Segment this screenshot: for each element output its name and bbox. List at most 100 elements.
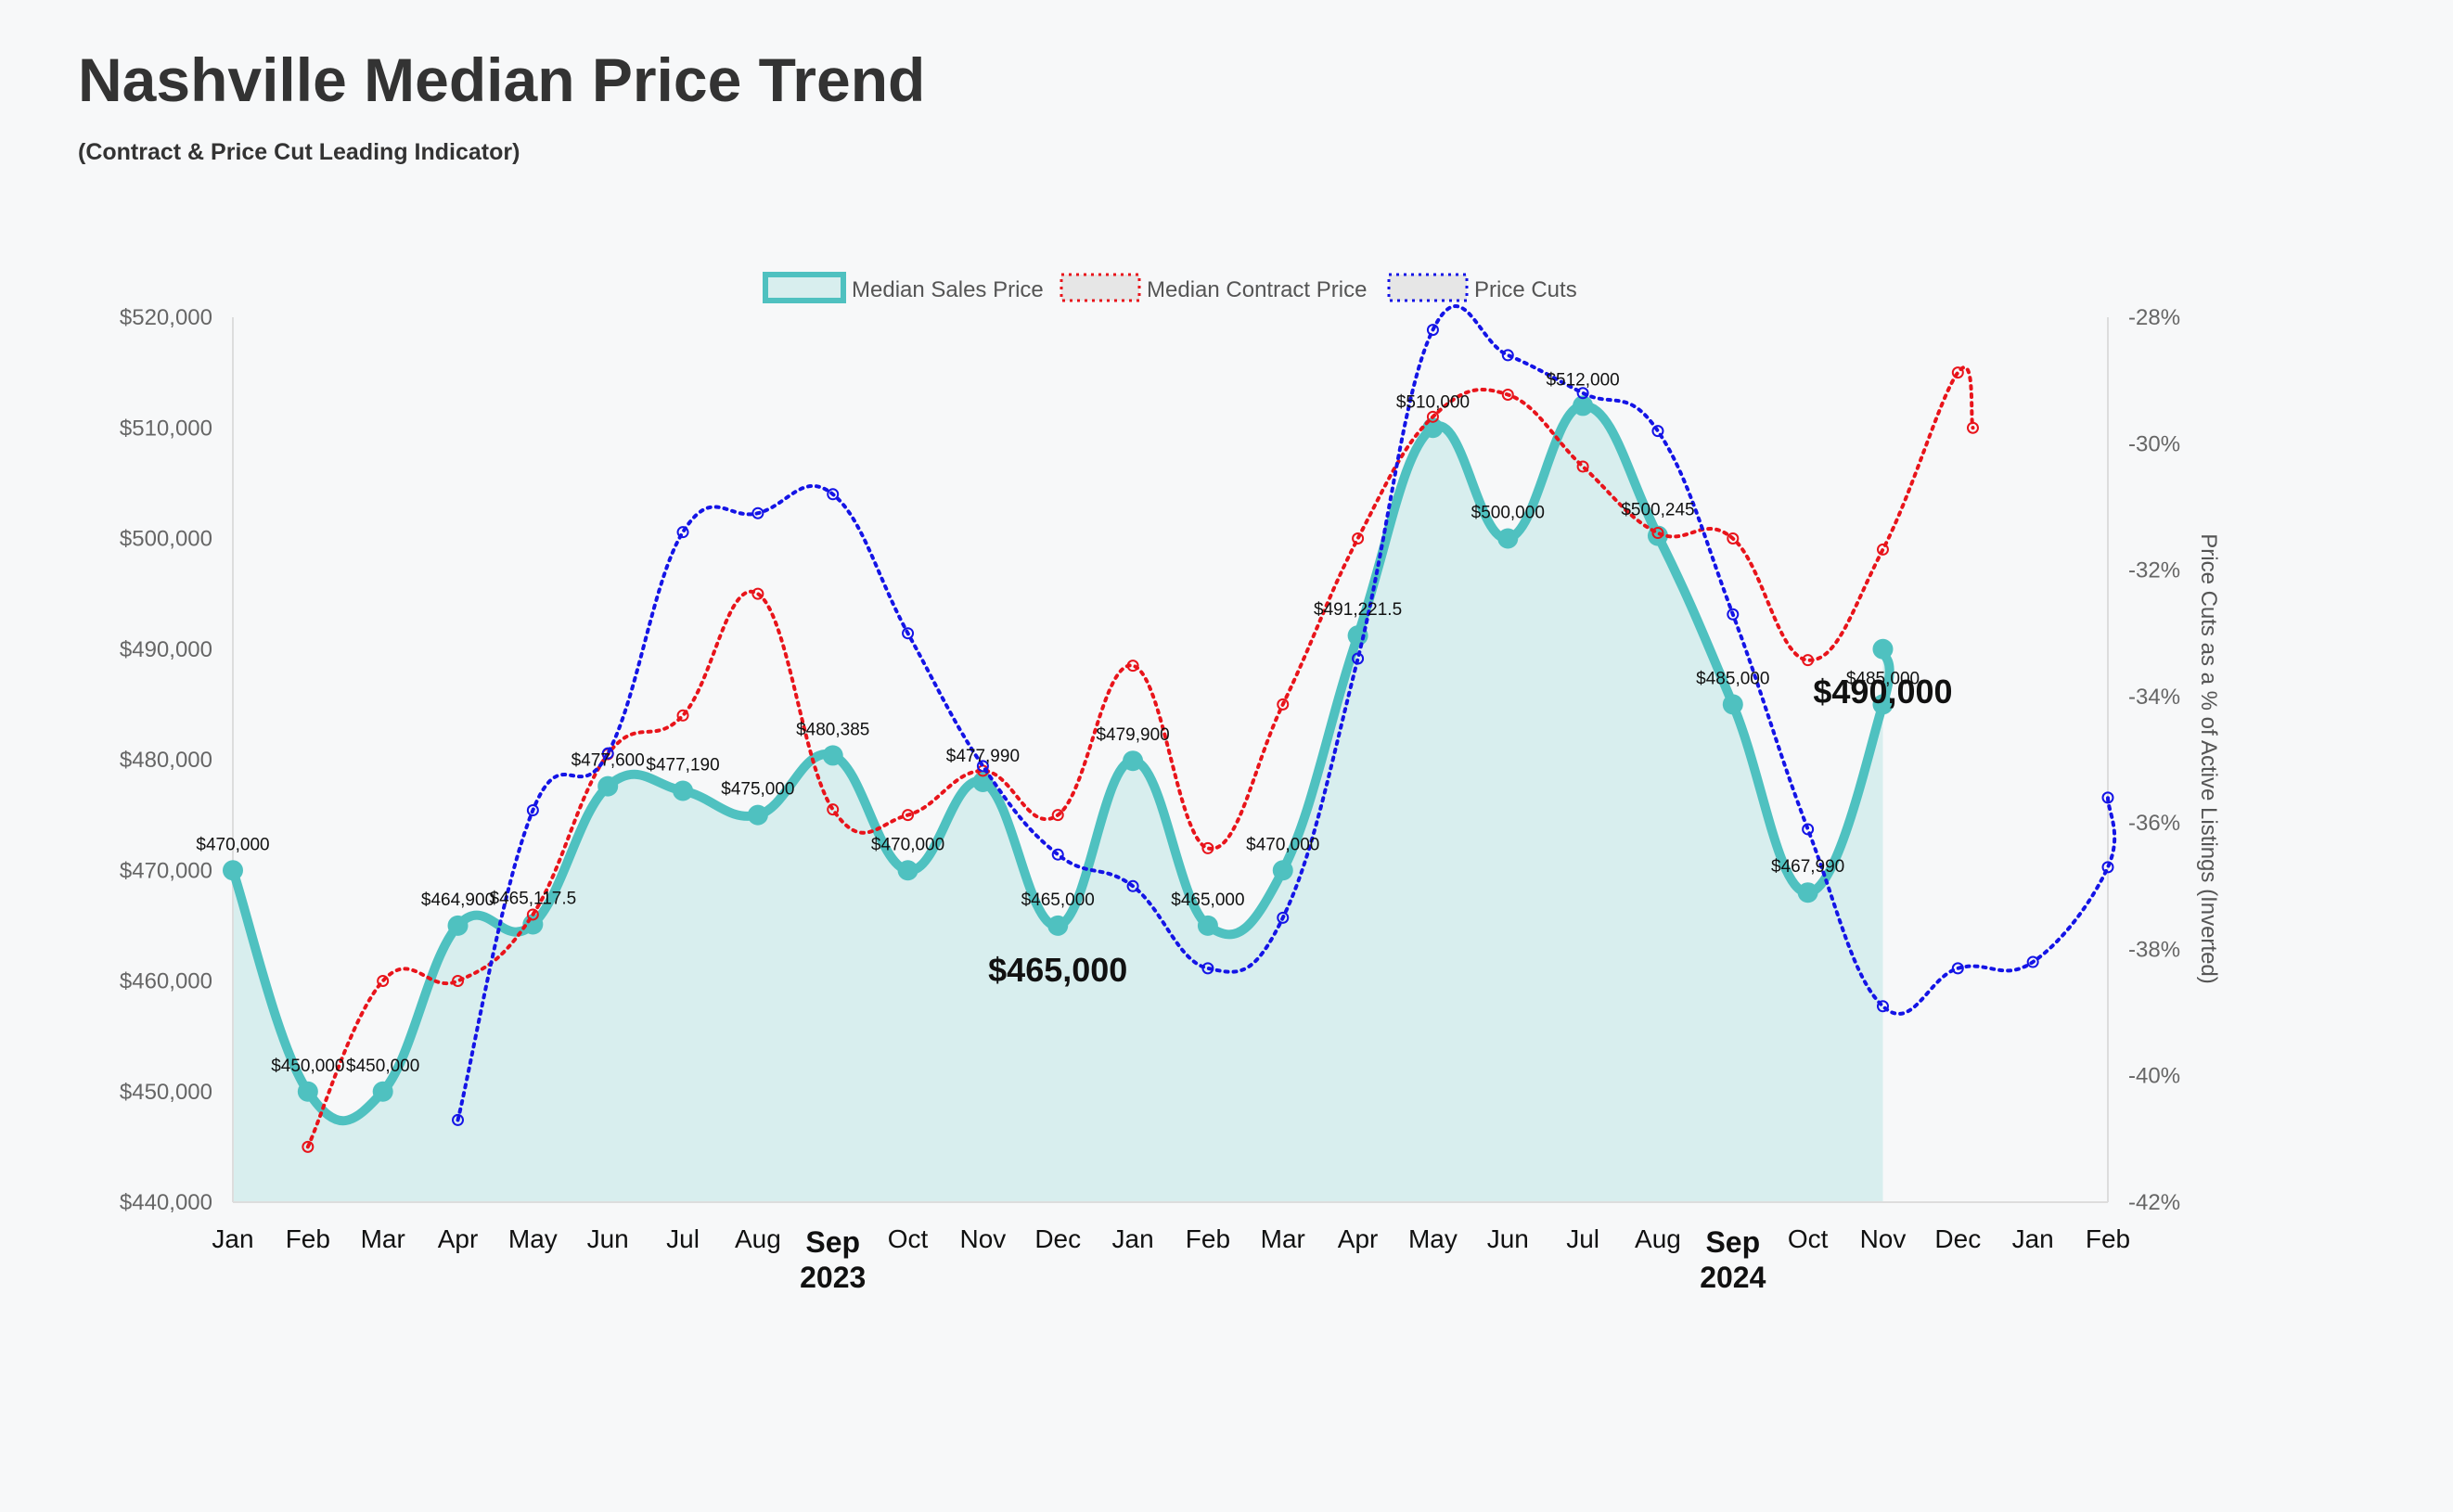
cuts-point <box>1951 962 1964 975</box>
left-axis-tick: $500,000 <box>120 527 212 552</box>
x-axis-tick: Jul <box>1566 1224 1599 1253</box>
sales-data-label: $465,117.5 <box>490 889 577 908</box>
sales-point <box>1573 395 1594 416</box>
contract-point <box>1966 421 1979 434</box>
left-axis-tick: $480,000 <box>120 748 212 773</box>
contract-point <box>1051 809 1064 822</box>
sales-point <box>297 1081 318 1102</box>
contract-point <box>1876 543 1889 556</box>
contract-point <box>1727 532 1740 545</box>
cuts-point <box>1727 608 1740 621</box>
sales-data-label: $500,245 <box>1621 501 1694 520</box>
sales-data-label: $450,000 <box>346 1057 419 1076</box>
legend-swatch-cuts[interactable] <box>1387 273 1469 302</box>
x-axis-tick: Feb <box>286 1224 330 1253</box>
sales-point <box>1872 638 1894 660</box>
contract-point <box>452 975 465 987</box>
contract-point <box>1352 532 1365 545</box>
right-axis-tick: -38% <box>2128 937 2180 962</box>
contract-point <box>676 709 689 722</box>
left-axis-tick: $490,000 <box>120 637 212 662</box>
sales-point <box>1123 750 1144 772</box>
cuts-point <box>1501 349 1514 362</box>
sales-point <box>972 771 994 792</box>
cuts-point <box>902 627 915 640</box>
x-axis-tick: May <box>508 1224 558 1253</box>
cuts-point <box>2026 955 2039 968</box>
sales-point <box>1797 882 1818 903</box>
sales-point <box>223 860 243 881</box>
cuts-point <box>676 526 689 539</box>
right-axis-tick: -36% <box>2128 811 2180 836</box>
sales-data-label: $477,190 <box>646 756 719 775</box>
cuts-point <box>1802 823 1815 836</box>
sales-data-label: $470,000 <box>871 835 944 854</box>
sales-data-label: $477,990 <box>946 747 1020 766</box>
callout-label: $490,000 <box>1813 673 1952 711</box>
sales-point <box>1272 860 1293 881</box>
sales-data-label: $470,000 <box>196 835 269 854</box>
contract-point <box>1951 366 1964 379</box>
contract-point <box>1126 660 1139 673</box>
x-axis-tick: Oct <box>888 1224 929 1253</box>
cuts-point <box>1352 652 1365 665</box>
legend-label-sales[interactable]: Median Sales Price <box>852 277 1044 302</box>
contract-point <box>1651 527 1664 540</box>
callout-label: $465,000 <box>988 951 1127 989</box>
contract-point <box>1576 460 1589 473</box>
x-axis-tick: Feb <box>1186 1224 1230 1253</box>
sales-data-label: $467,990 <box>1771 857 1844 877</box>
sales-data-label: $465,000 <box>1021 891 1095 910</box>
x-axis-tick: May <box>1408 1224 1458 1253</box>
contract-point <box>1802 654 1815 667</box>
x-axis-tick: Mar <box>1261 1224 1305 1253</box>
legend-label-cuts[interactable]: Price Cuts <box>1474 277 1577 302</box>
cuts-point <box>827 488 840 501</box>
x-axis-tick-year: 2024 <box>1700 1261 1766 1294</box>
right-axis-tick: -42% <box>2128 1190 2180 1215</box>
page-title: Nashville Median Price Trend <box>78 45 926 114</box>
left-axis-tick: $460,000 <box>120 969 212 994</box>
sales-data-label: $450,000 <box>271 1057 344 1076</box>
contract-point <box>1277 698 1290 711</box>
contract-point <box>751 587 764 600</box>
x-axis-tick: Jan <box>2012 1224 2054 1253</box>
sales-point <box>822 745 843 766</box>
legend-label-contract[interactable]: Median Contract Price <box>1147 277 1367 302</box>
sales-data-label: $480,385 <box>796 720 869 739</box>
sales-data-label: $479,900 <box>1096 725 1169 745</box>
sales-data-label: $512,000 <box>1546 370 1619 390</box>
sales-data-label: $475,000 <box>721 780 794 800</box>
sales-area <box>233 405 1890 1202</box>
contract-point <box>902 809 915 822</box>
contract-point <box>827 803 840 816</box>
cuts-point <box>976 760 989 773</box>
x-axis-tick: Jan <box>212 1224 253 1253</box>
x-axis-tick: Nov <box>960 1224 1007 1253</box>
page-subtitle: (Contract & Price Cut Leading Indicator) <box>78 139 520 165</box>
x-axis-tick-year: 2023 <box>800 1261 866 1294</box>
sales-data-label: $485,000 <box>1846 669 1920 688</box>
sales-data-label: $500,000 <box>1471 504 1545 523</box>
legend-swatch-sales[interactable] <box>763 272 846 303</box>
sales-point <box>1047 915 1069 936</box>
contract-point <box>1201 841 1214 854</box>
sales-point <box>372 1081 393 1102</box>
right-axis-tick: -32% <box>2128 558 2180 583</box>
cuts-point <box>751 506 764 519</box>
cuts-point <box>1426 324 1439 337</box>
right-axis-tick: -40% <box>2128 1064 2180 1089</box>
x-axis-tick: Feb <box>2086 1224 2130 1253</box>
x-axis-tick: Nov <box>1860 1224 1907 1253</box>
legend-swatch-contract[interactable] <box>1060 273 1141 302</box>
sales-data-label: $510,000 <box>1396 392 1470 412</box>
x-axis-tick: Apr <box>1338 1224 1379 1253</box>
sales-point <box>1422 417 1444 439</box>
x-axis-tick-month: Sep <box>805 1225 860 1259</box>
cuts-point <box>1876 1000 1889 1013</box>
contract-point <box>526 908 539 921</box>
right-axis-tick: -30% <box>2128 431 2180 456</box>
x-axis-tick: Oct <box>1788 1224 1829 1253</box>
left-axis-tick: $450,000 <box>120 1080 212 1105</box>
sales-point <box>747 804 768 826</box>
